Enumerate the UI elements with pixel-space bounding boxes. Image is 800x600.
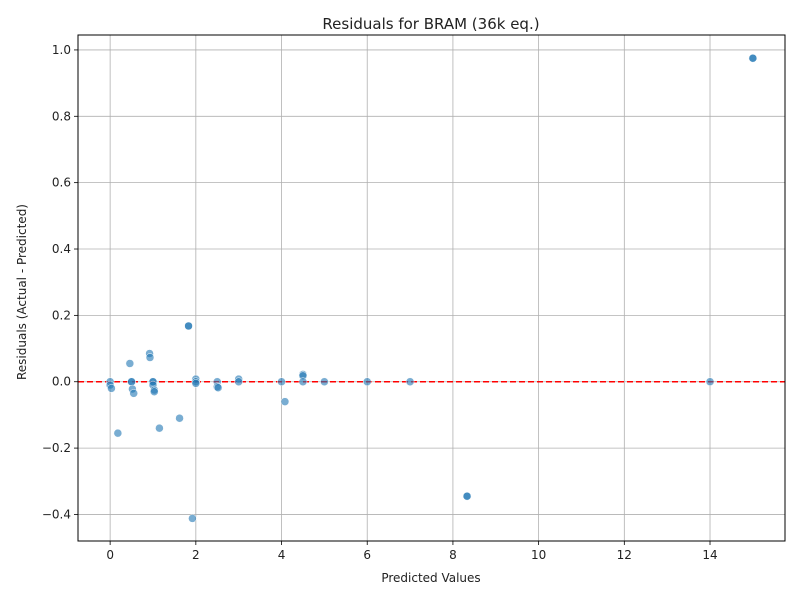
data-point — [175, 413, 184, 423]
data-point — [320, 377, 329, 386]
data-point — [184, 321, 193, 331]
y-axis-ticks: −0.4 −0.2 0.0 0.2 0.4 0.6 0.8 1.0 — [42, 43, 78, 521]
x-tick-label: 0 — [106, 548, 114, 562]
data-point — [113, 428, 123, 438]
x-tick-label: 4 — [278, 548, 286, 562]
y-tick-label: 0.4 — [52, 242, 71, 256]
data-point — [125, 359, 135, 368]
x-axis-title: Predicted Values — [381, 571, 480, 585]
y-tick-label: 0.6 — [52, 176, 71, 190]
data-points — [105, 53, 758, 523]
data-point — [188, 514, 197, 523]
x-tick-label: 2 — [192, 548, 200, 562]
y-tick-label: 0.0 — [52, 375, 71, 389]
x-tick-label: 14 — [702, 548, 717, 562]
x-tick-label: 6 — [363, 548, 371, 562]
data-point — [155, 423, 164, 433]
x-tick-label: 12 — [617, 548, 632, 562]
data-point — [298, 377, 308, 386]
data-point — [362, 377, 372, 386]
data-point — [748, 53, 758, 63]
data-point — [191, 379, 201, 388]
y-tick-label: −0.2 — [42, 441, 71, 455]
data-point — [107, 384, 116, 393]
chart-title: Residuals for BRAM (36k eq.) — [322, 15, 539, 33]
data-point — [280, 397, 290, 406]
y-tick-label: 1.0 — [52, 43, 71, 57]
data-point — [277, 377, 286, 386]
data-point — [129, 389, 138, 398]
data-point — [405, 377, 415, 386]
data-point — [705, 377, 715, 386]
data-point — [127, 377, 136, 386]
data-point — [145, 353, 155, 362]
x-tick-label: 10 — [531, 548, 546, 562]
y-tick-label: 0.8 — [52, 109, 71, 123]
y-axis-title: Residuals (Actual - Predicted) — [15, 204, 29, 380]
data-point — [150, 387, 159, 396]
data-point — [462, 491, 472, 501]
x-tick-label: 8 — [449, 548, 457, 562]
y-tick-label: 0.2 — [52, 308, 71, 322]
data-point — [213, 383, 223, 392]
y-tick-label: −0.4 — [42, 507, 71, 521]
x-axis-ticks: 0 2 4 6 8 10 12 14 — [106, 541, 718, 562]
data-point — [234, 377, 243, 386]
plot-frame — [77, 34, 786, 542]
